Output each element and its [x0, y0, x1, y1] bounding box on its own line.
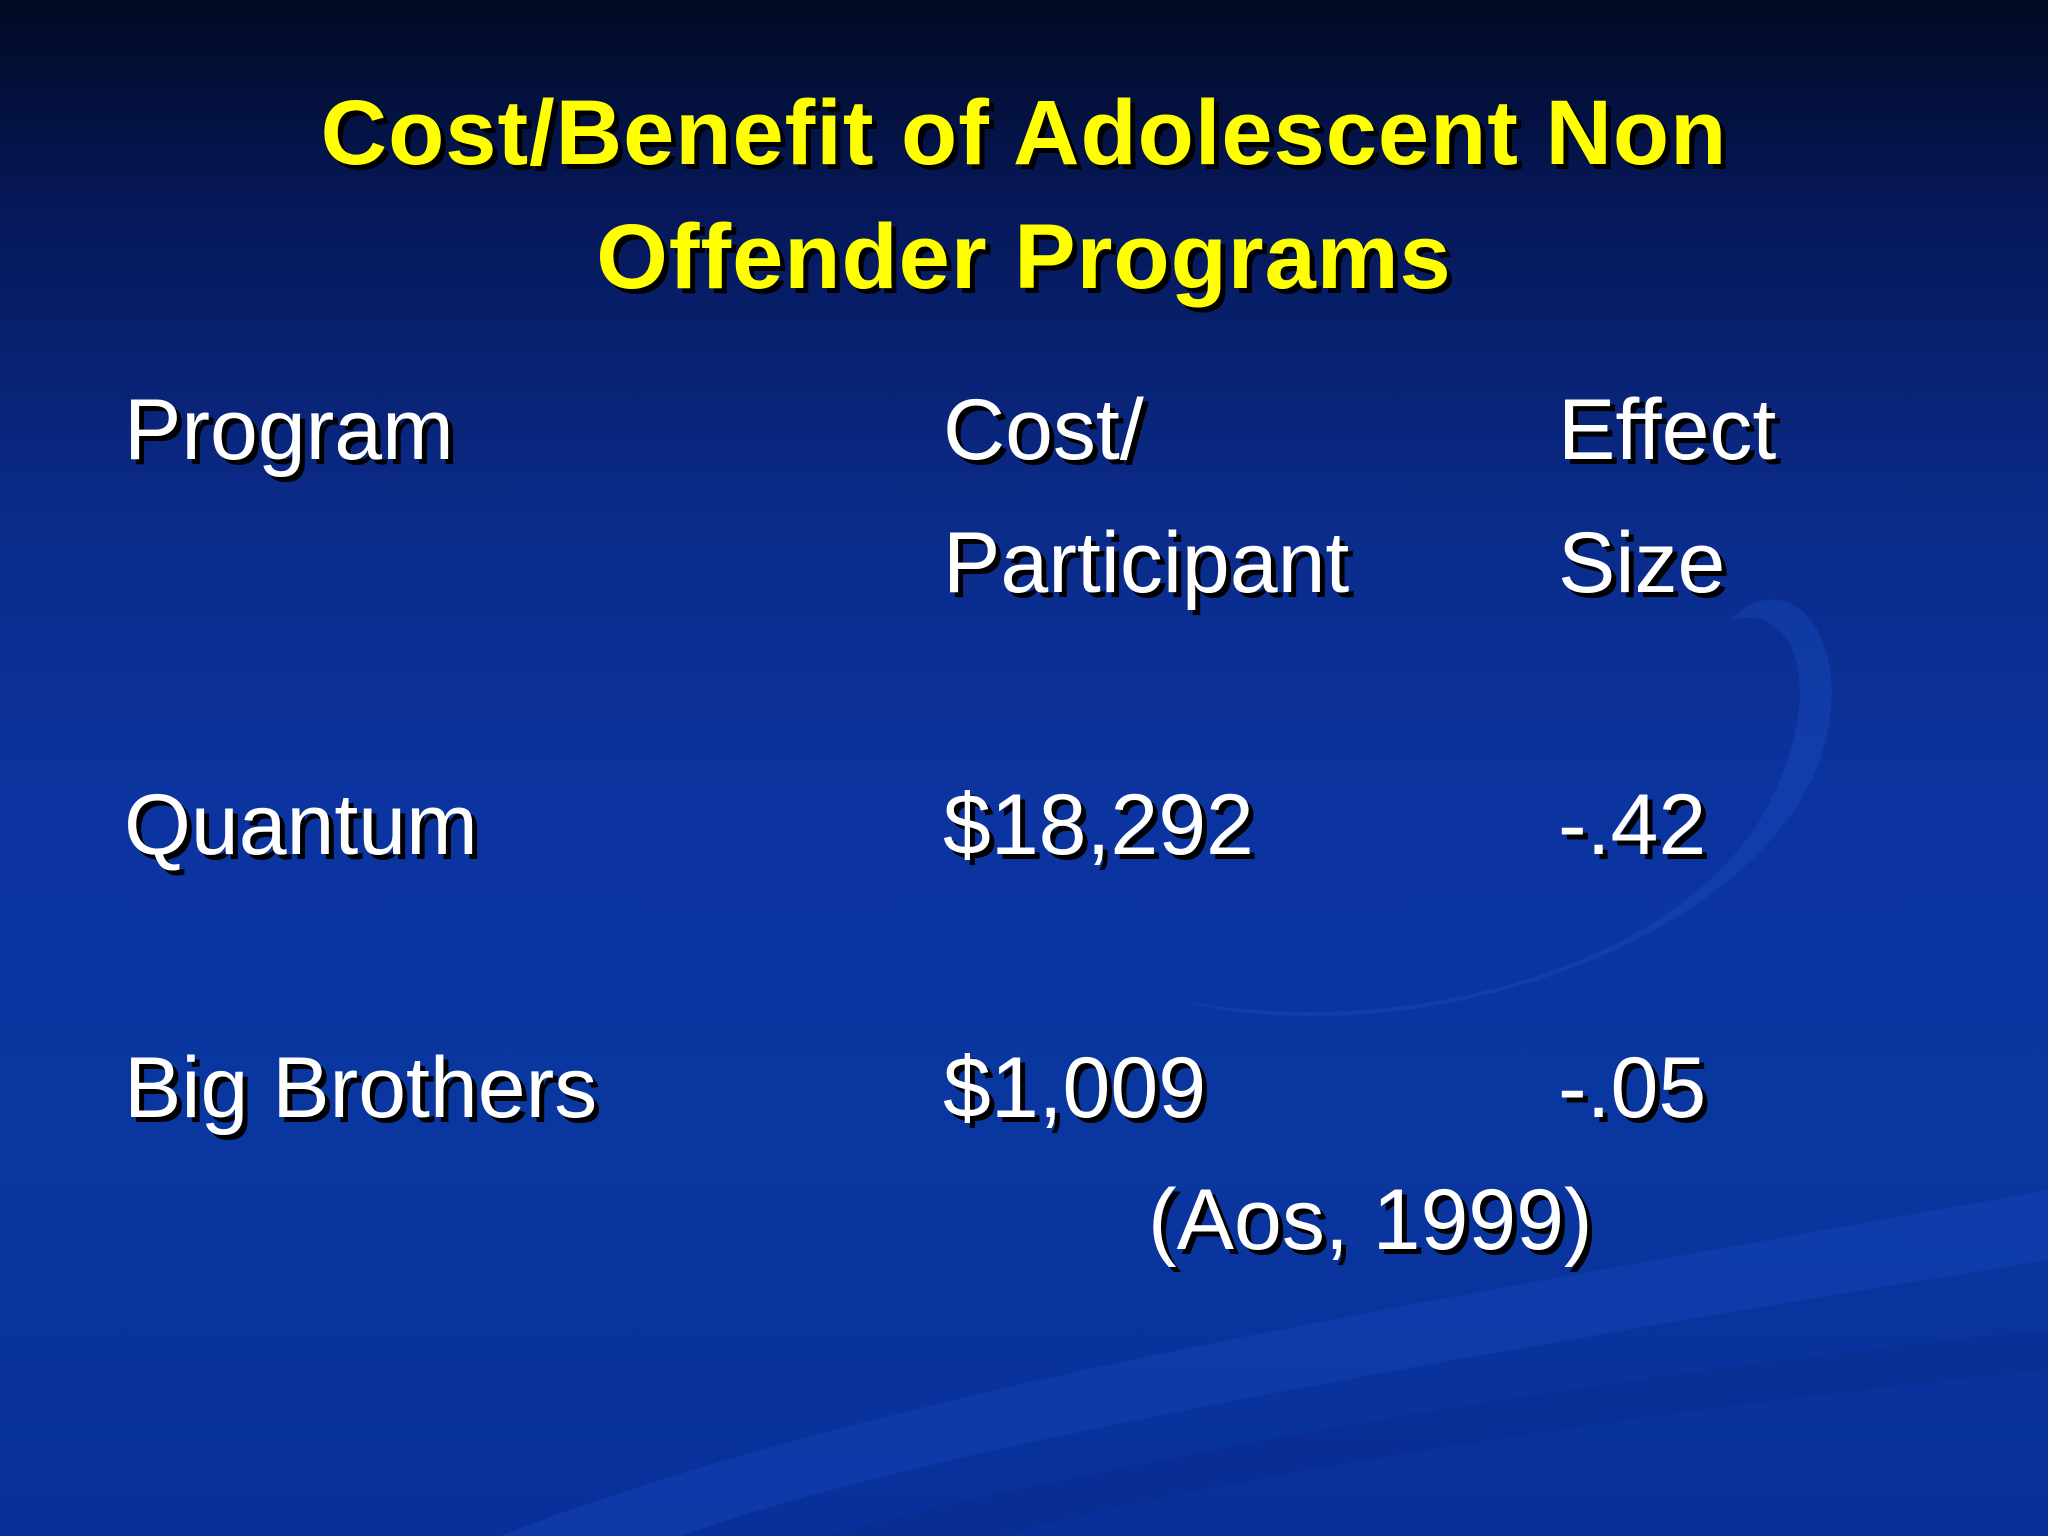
slide-title-line-2: Offender Programs [596, 206, 1452, 308]
header-cost-line-1: Cost/ [943, 382, 1144, 478]
header-effect-line-1: Effect [1558, 382, 1777, 478]
header-effect-line-2: Size [1558, 515, 1726, 611]
slide-title-line-1: Cost/Benefit of Adolescent Non [320, 82, 1728, 184]
row-quantum-effect: -.42 [1558, 777, 1707, 873]
row-quantum-program: Quantum [124, 777, 478, 873]
row-big-brothers-effect: -.05 [1558, 1040, 1707, 1136]
citation: (Aos, 1999) [1148, 1172, 1593, 1268]
row-big-brothers-program: Big Brothers [124, 1040, 598, 1136]
header-cost-line-2: Participant [943, 515, 1350, 611]
row-big-brothers-cost: $1,009 [943, 1040, 1207, 1136]
row-quantum-cost: $18,292 [943, 777, 1254, 873]
header-program: Program [124, 382, 454, 478]
